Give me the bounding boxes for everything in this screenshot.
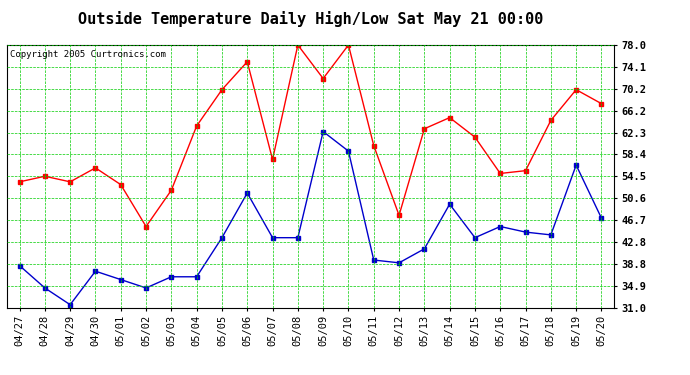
Text: Outside Temperature Daily High/Low Sat May 21 00:00: Outside Temperature Daily High/Low Sat M… [78, 11, 543, 27]
Text: Copyright 2005 Curtronics.com: Copyright 2005 Curtronics.com [10, 50, 166, 59]
